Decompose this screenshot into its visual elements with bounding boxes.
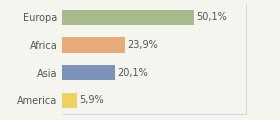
Text: 50,1%: 50,1% — [196, 12, 227, 22]
Bar — [62, 65, 115, 80]
Bar — [62, 37, 125, 53]
Text: 23,9%: 23,9% — [127, 40, 158, 50]
Bar — [62, 93, 77, 108]
Bar — [62, 10, 194, 25]
Text: 5,9%: 5,9% — [79, 95, 104, 105]
Text: 20,1%: 20,1% — [117, 68, 148, 78]
